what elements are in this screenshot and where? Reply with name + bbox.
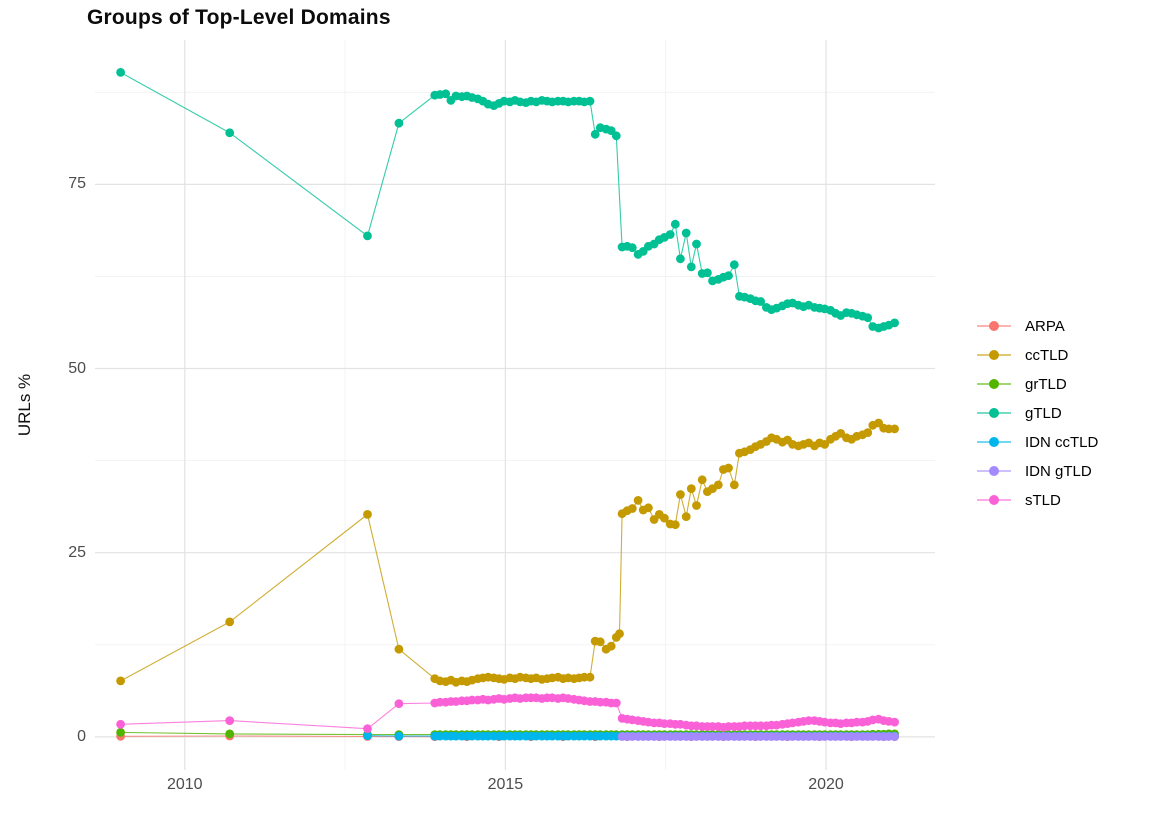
- data-point-gtld: [670, 219, 680, 229]
- legend-item-idn-cctld: IDN ccTLD: [977, 432, 1098, 452]
- data-point-cctld: [863, 428, 873, 437]
- legend-item-cctld: ccTLD: [977, 345, 1098, 365]
- data-point-stld: [890, 717, 899, 727]
- legend-key-icon: [977, 403, 1011, 423]
- x-tick-label: 2010: [166, 776, 203, 793]
- legend: ARPA ccTLD grTLD gTLD IDN ccTLD IDN gTLD sTLD: [977, 316, 1098, 519]
- y-axis-label: URLs %: [15, 373, 34, 437]
- legend-item-arpa: ARPA: [977, 316, 1098, 336]
- data-point-stld: [225, 716, 235, 725]
- legend-item-label: IDN ccTLD: [1025, 433, 1099, 451]
- data-point-cctld: [225, 617, 235, 627]
- data-point-cctld: [820, 440, 830, 449]
- data-point-gtld: [225, 128, 235, 138]
- legend-item-label: ARPA: [1025, 317, 1065, 335]
- data-point-idn-cctld: [394, 731, 404, 741]
- legend-item-label: gTLD: [1025, 404, 1062, 422]
- data-point-gtld: [703, 268, 712, 278]
- data-point-grtld: [116, 728, 125, 737]
- legend-item-grtld: grTLD: [977, 374, 1098, 394]
- data-point-cctld: [697, 475, 707, 485]
- data-point-stld: [394, 699, 404, 709]
- data-point-cctld: [615, 629, 624, 639]
- data-point-gtld: [863, 313, 873, 323]
- y-tick-label: 25: [68, 543, 86, 561]
- legend-item-idn-gtld: IDN gTLD: [977, 461, 1098, 481]
- legend-item-label: IDN gTLD: [1025, 462, 1092, 480]
- data-point-gtld: [116, 68, 125, 77]
- data-point-cctld: [595, 637, 605, 647]
- legend-key-icon: [977, 345, 1011, 365]
- legend-key-icon: [977, 374, 1011, 394]
- data-point-stld: [611, 698, 621, 708]
- data-point-cctld: [363, 510, 372, 519]
- legend-key-icon: [977, 490, 1011, 510]
- data-point-gtld: [441, 89, 451, 99]
- data-point-stld: [116, 719, 125, 729]
- data-point-cctld: [681, 512, 691, 521]
- data-point-gtld: [590, 129, 600, 139]
- legend-key-icon: [977, 316, 1011, 336]
- data-point-gtld: [394, 118, 404, 128]
- data-point-cctld: [713, 480, 723, 490]
- data-point-grtld: [225, 729, 235, 739]
- x-tick-label: 2020: [808, 776, 844, 793]
- chart-title: Groups of Top-Level Domains: [87, 6, 391, 29]
- data-point-gtld: [756, 297, 765, 306]
- legend-item-label: ccTLD: [1025, 346, 1069, 364]
- data-point-cctld: [606, 641, 616, 651]
- data-point-cctld: [670, 520, 680, 530]
- data-point-cctld: [686, 484, 696, 493]
- legend-item-gtld: gTLD: [977, 403, 1098, 423]
- data-point-cctld: [585, 672, 595, 682]
- data-point-cctld: [676, 490, 685, 499]
- data-point-gtld: [729, 260, 739, 270]
- x-tick-label: 2015: [487, 776, 524, 793]
- data-point-cctld: [644, 503, 653, 513]
- y-tick-label: 50: [68, 359, 86, 377]
- y-tick-label: 75: [68, 175, 86, 193]
- data-point-cctld: [116, 676, 125, 686]
- data-point-idn-gtld: [890, 732, 899, 741]
- data-point-gtld: [724, 271, 733, 281]
- legend-key-icon: [977, 461, 1011, 481]
- data-point-gtld: [676, 254, 685, 264]
- legend-key-icon: [977, 432, 1011, 452]
- data-point-gtld: [627, 243, 637, 253]
- legend-item-label: grTLD: [1025, 375, 1067, 393]
- data-point-idn-cctld: [363, 731, 372, 741]
- data-point-cctld: [633, 496, 643, 505]
- data-point-gtld: [585, 96, 595, 106]
- data-point-gtld: [681, 228, 691, 238]
- legend-item-stld: sTLD: [977, 490, 1098, 510]
- data-point-gtld: [686, 262, 696, 272]
- data-point-cctld: [890, 424, 899, 434]
- data-point-cctld: [660, 513, 669, 523]
- data-point-gtld: [692, 239, 701, 249]
- data-point-cctld: [627, 504, 637, 513]
- data-point-cctld: [692, 501, 701, 510]
- y-tick-label: 0: [77, 727, 86, 745]
- data-point-gtld: [890, 318, 899, 328]
- series-line-gtld: [120, 71, 895, 329]
- data-point-stld: [363, 724, 372, 734]
- data-point-gtld: [363, 231, 372, 241]
- data-point-cctld: [729, 480, 739, 490]
- legend-item-label: sTLD: [1025, 491, 1061, 509]
- data-point-cctld: [394, 644, 404, 654]
- data-point-cctld: [724, 463, 733, 473]
- data-point-gtld: [611, 131, 621, 141]
- data-point-gtld: [665, 230, 675, 239]
